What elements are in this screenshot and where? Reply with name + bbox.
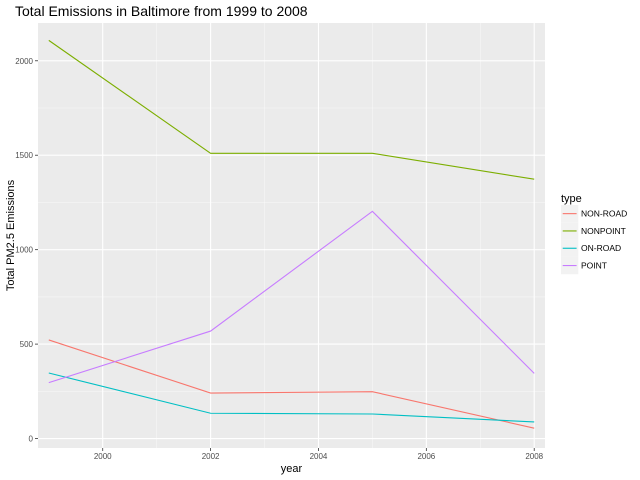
x-tick-label: 2000 (94, 452, 112, 461)
series-line-nonpoint (48, 39, 535, 180)
legend-item-point: POINT (561, 256, 607, 275)
series-line-point (48, 210, 535, 384)
legend: type NON-ROAD NONPOINT ON-ROAD POINT (561, 193, 627, 275)
series-line-non-road (48, 339, 535, 429)
x-tick-label: 2008 (525, 452, 543, 461)
legend-label-on-road: ON-ROAD (581, 243, 621, 253)
legend-title: type (561, 193, 582, 205)
series-line-on-road (48, 372, 535, 423)
series-lines (48, 39, 535, 429)
x-tick-label: 2006 (417, 452, 435, 461)
y-tick-label: 1500 (15, 151, 33, 160)
x-axis-title: year (281, 463, 303, 475)
legend-label-point: POINT (581, 260, 607, 270)
y-tick-label: 1000 (15, 246, 33, 255)
legend-item-nonpoint: NONPOINT (561, 222, 626, 240)
x-axis-ticks: 2000 2002 2004 2006 2008 (94, 448, 544, 461)
legend-label-nonpoint: NONPOINT (581, 226, 626, 236)
legend-label-non-road: NON-ROAD (581, 209, 627, 219)
major-gridlines (38, 23, 545, 448)
y-tick-label: 2000 (15, 57, 33, 66)
legend-item-on-road: ON-ROAD (561, 239, 621, 257)
x-tick-label: 2002 (202, 452, 220, 461)
x-tick-label: 2004 (310, 452, 328, 461)
y-axis-ticks: 0 500 1000 1500 2000 (15, 57, 38, 444)
legend-item-non-road: NON-ROAD (561, 205, 627, 223)
plot-panel (38, 23, 545, 448)
y-axis-title: Total PM2.5 Emissions (5, 179, 17, 291)
y-tick-label: 500 (20, 340, 34, 349)
chart-title: Total Emissions in Baltimore from 1999 t… (15, 3, 308, 19)
y-tick-label: 0 (29, 435, 34, 444)
